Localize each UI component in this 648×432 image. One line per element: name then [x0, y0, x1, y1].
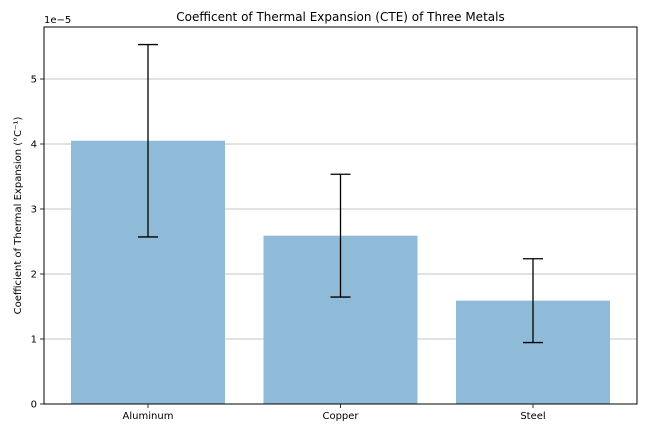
x-ticks: Aluminum Copper Steel — [123, 404, 546, 422]
y-ticks: 0 1 2 3 4 5 — [31, 75, 44, 411]
y-tick-label: 4 — [31, 140, 37, 151]
y-tick-label: 3 — [31, 205, 37, 216]
chart-title: Coefficent of Thermal Expansion (CTE) of… — [176, 10, 504, 24]
y-tick-label: 2 — [31, 270, 37, 281]
error-bar-aluminum — [138, 43, 158, 238]
y-tick-label: 5 — [31, 75, 37, 86]
error-bar-steel — [523, 258, 543, 344]
x-tick-label-copper: Copper — [322, 411, 359, 422]
y-multiplier-label: 1e−5 — [44, 15, 71, 26]
error-bar-copper — [330, 173, 351, 298]
y-axis-label: Coefficient of Thermal Expansion (°C⁻¹) — [13, 117, 24, 315]
y-tick-label: 1 — [31, 335, 37, 346]
x-tick-label-steel: Steel — [520, 411, 545, 422]
y-tick-label: 0 — [31, 400, 37, 411]
x-tick-label-aluminum: Aluminum — [123, 411, 174, 422]
error-bars — [138, 43, 543, 344]
